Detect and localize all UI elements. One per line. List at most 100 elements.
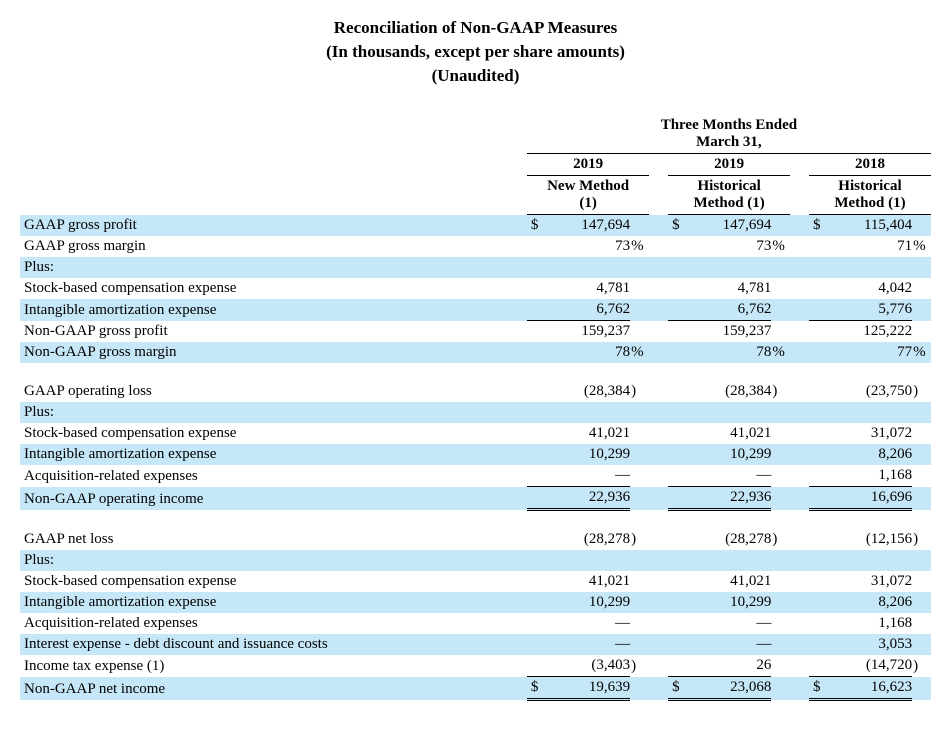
currency-symbol bbox=[527, 236, 546, 257]
cell-value: 41,021 bbox=[687, 423, 771, 444]
row-label: Stock-based compensation expense bbox=[20, 278, 527, 299]
cell-suffix bbox=[771, 278, 790, 299]
cell-value: (28,384 bbox=[546, 381, 630, 402]
cell-suffix bbox=[912, 278, 931, 299]
cell-suffix bbox=[912, 487, 931, 510]
cell-value bbox=[828, 257, 912, 278]
cell-suffix bbox=[912, 571, 931, 592]
cell-value: 1,168 bbox=[828, 613, 912, 634]
cell-value bbox=[828, 550, 912, 571]
table-row: Non-GAAP net income$19,639$23,068$16,623 bbox=[20, 677, 931, 700]
row-label: Intangible amortization expense bbox=[20, 592, 527, 613]
title-block: Reconciliation of Non-GAAP Measures (In … bbox=[20, 16, 931, 87]
table-row: Intangible amortization expense10,29910,… bbox=[20, 592, 931, 613]
currency-symbol bbox=[527, 592, 546, 613]
cell-suffix: % bbox=[912, 236, 931, 257]
currency-symbol bbox=[668, 257, 687, 278]
cell-suffix bbox=[771, 215, 790, 237]
title-line-1: Reconciliation of Non-GAAP Measures bbox=[20, 16, 931, 40]
currency-symbol bbox=[809, 342, 828, 363]
cell-suffix: % bbox=[630, 342, 649, 363]
cell-suffix: ) bbox=[912, 655, 931, 677]
currency-symbol bbox=[527, 402, 546, 423]
currency-symbol bbox=[809, 487, 828, 510]
cell-value: (28,278 bbox=[687, 529, 771, 550]
table-row: Non-GAAP operating income22,93622,93616,… bbox=[20, 487, 931, 510]
cell-suffix: % bbox=[912, 342, 931, 363]
currency-symbol bbox=[668, 278, 687, 299]
cell-value bbox=[546, 550, 630, 571]
table-row: Acquisition-related expenses——1,168 bbox=[20, 613, 931, 634]
cell-value: — bbox=[546, 634, 630, 655]
cell-suffix bbox=[912, 634, 931, 655]
cell-value: 5,776 bbox=[828, 299, 912, 321]
row-label: GAAP net loss bbox=[20, 529, 527, 550]
cell-value: 16,696 bbox=[828, 487, 912, 510]
cell-value: 3,053 bbox=[828, 634, 912, 655]
cell-suffix bbox=[912, 677, 931, 700]
cell-suffix: % bbox=[630, 236, 649, 257]
cell-suffix bbox=[912, 465, 931, 487]
cell-suffix bbox=[912, 215, 931, 237]
currency-symbol: $ bbox=[668, 215, 687, 237]
currency-symbol bbox=[668, 423, 687, 444]
cell-value bbox=[687, 257, 771, 278]
table-row: GAAP net loss(28,278)(28,278)(12,156) bbox=[20, 529, 931, 550]
cell-suffix bbox=[630, 634, 649, 655]
currency-symbol bbox=[809, 571, 828, 592]
currency-symbol bbox=[527, 487, 546, 510]
cell-suffix bbox=[771, 571, 790, 592]
currency-symbol bbox=[527, 299, 546, 321]
cell-value: 16,623 bbox=[828, 677, 912, 700]
cell-suffix bbox=[630, 215, 649, 237]
currency-symbol bbox=[809, 278, 828, 299]
currency-symbol bbox=[527, 571, 546, 592]
row-label: Income tax expense (1) bbox=[20, 655, 527, 677]
currency-symbol bbox=[668, 634, 687, 655]
cell-value: 41,021 bbox=[546, 423, 630, 444]
cell-value: 10,299 bbox=[687, 444, 771, 465]
currency-symbol bbox=[668, 613, 687, 634]
currency-symbol bbox=[668, 592, 687, 613]
cell-suffix bbox=[630, 550, 649, 571]
cell-suffix: ) bbox=[912, 381, 931, 402]
table-row: Interest expense - debt discount and iss… bbox=[20, 634, 931, 655]
cell-suffix bbox=[630, 299, 649, 321]
cell-suffix bbox=[771, 655, 790, 677]
cell-value: 31,072 bbox=[828, 571, 912, 592]
row-label: Acquisition-related expenses bbox=[20, 613, 527, 634]
currency-symbol bbox=[668, 655, 687, 677]
cell-value: — bbox=[546, 465, 630, 487]
cell-suffix bbox=[912, 592, 931, 613]
currency-symbol bbox=[668, 342, 687, 363]
cell-suffix bbox=[630, 487, 649, 510]
cell-value: 147,694 bbox=[687, 215, 771, 237]
cell-value: 147,694 bbox=[546, 215, 630, 237]
currency-symbol bbox=[809, 321, 828, 343]
cell-value: 31,072 bbox=[828, 423, 912, 444]
cell-value: (28,278 bbox=[546, 529, 630, 550]
cell-value bbox=[687, 550, 771, 571]
cell-suffix bbox=[630, 321, 649, 343]
cell-value: — bbox=[687, 613, 771, 634]
cell-value: 4,781 bbox=[687, 278, 771, 299]
currency-symbol bbox=[527, 257, 546, 278]
cell-value: 6,762 bbox=[546, 299, 630, 321]
cell-suffix bbox=[912, 423, 931, 444]
cell-suffix bbox=[771, 402, 790, 423]
currency-symbol bbox=[527, 423, 546, 444]
currency-symbol bbox=[668, 550, 687, 571]
cell-value bbox=[687, 402, 771, 423]
currency-symbol bbox=[668, 465, 687, 487]
row-label: Stock-based compensation expense bbox=[20, 423, 527, 444]
table-row: GAAP gross profit$147,694$147,694$115,40… bbox=[20, 215, 931, 237]
currency-symbol bbox=[668, 236, 687, 257]
cell-value: 23,068 bbox=[687, 677, 771, 700]
cell-suffix: % bbox=[771, 236, 790, 257]
col-method-1: HistoricalMethod (1) bbox=[668, 176, 790, 215]
currency-symbol bbox=[527, 465, 546, 487]
currency-symbol bbox=[809, 402, 828, 423]
currency-symbol bbox=[527, 321, 546, 343]
currency-symbol bbox=[668, 444, 687, 465]
cell-value: 4,781 bbox=[546, 278, 630, 299]
